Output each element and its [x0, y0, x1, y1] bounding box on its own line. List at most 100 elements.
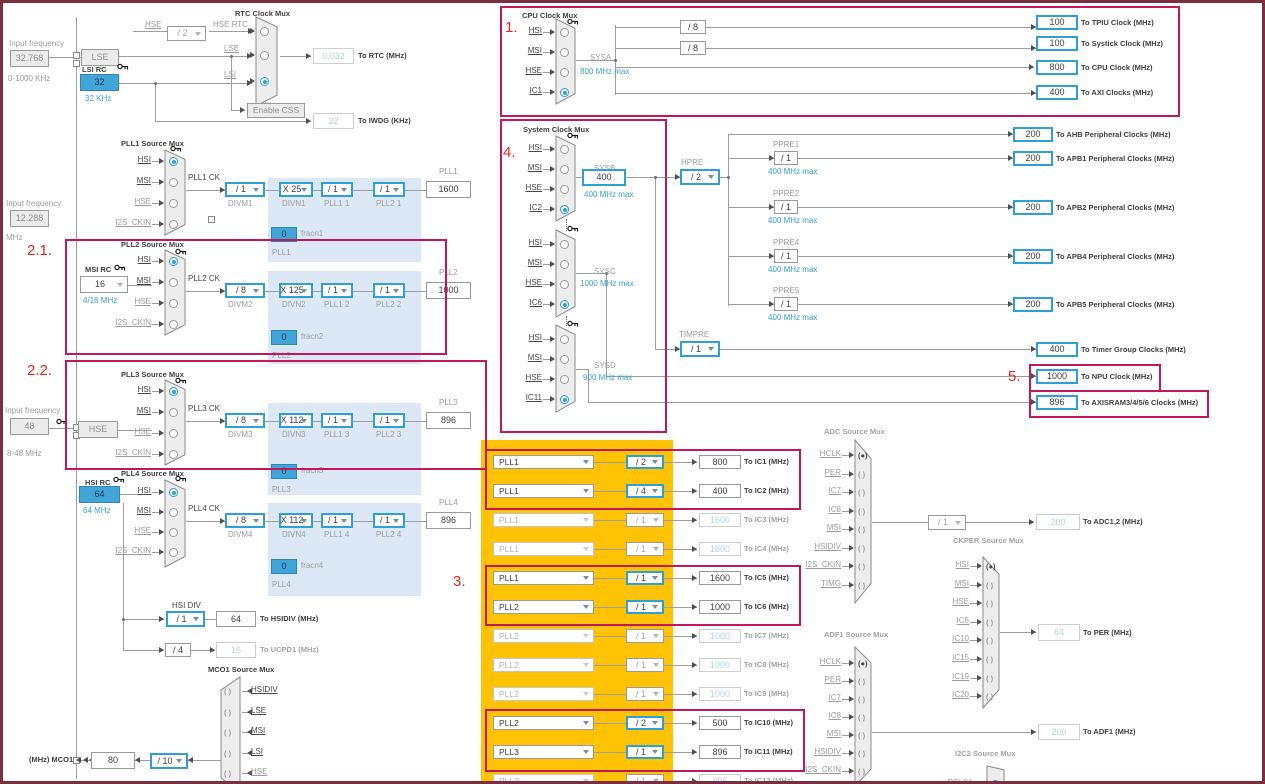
cpu-div8-box-2[interactable]: / 8 [680, 41, 706, 55]
ic1-divider-select[interactable]: / 2 [626, 455, 664, 469]
ic2-divider-select[interactable]: / 4 [626, 484, 664, 498]
pll2-fracn-input[interactable]: 0 [271, 330, 297, 345]
ckper-input-radio[interactable]: ( ) [986, 674, 994, 683]
lock-key-icon[interactable] [175, 474, 187, 483]
adc-input-radio[interactable]: ( ) [858, 488, 866, 497]
cpu-input-radio[interactable] [560, 28, 569, 37]
pll3-input-radio[interactable] [169, 429, 178, 438]
ckper-input-radio[interactable]: ( ) [986, 636, 994, 645]
ic2-source-select[interactable]: PLL1 [493, 484, 594, 498]
timpre-select[interactable]: / 1 [680, 341, 720, 357]
adf1-input-radio[interactable]: ( ) [858, 695, 866, 704]
sysb-input-radio[interactable] [560, 165, 569, 174]
lock-key-icon[interactable] [56, 417, 68, 426]
adc-input-radio[interactable]: ( ) [858, 544, 866, 553]
pll4-divm-select[interactable]: / 8 [225, 513, 265, 528]
adc-divider-select[interactable]: / 1 [928, 515, 966, 530]
pll2-input-radio[interactable] [169, 299, 178, 308]
lock-key-icon[interactable] [117, 62, 129, 71]
sysb-input-radio[interactable] [560, 205, 569, 214]
pll4-input-radio[interactable] [169, 528, 178, 537]
lock-key-icon[interactable] [113, 475, 125, 484]
pll1-p2-select[interactable]: / 1 [373, 182, 405, 197]
ckper-input-radio[interactable]: ( ) [986, 618, 994, 627]
adc-input-radio[interactable]: (●) [858, 451, 868, 460]
adf1-input-radio[interactable]: ( ) [858, 713, 866, 722]
mco1-input-radio[interactable]: ( ) [224, 687, 232, 696]
rtc-hse-divider-select[interactable]: / 2 [167, 26, 206, 41]
lock-key-icon[interactable] [567, 131, 579, 140]
pll4-p2-select[interactable]: / 1 [373, 513, 405, 528]
ppre-divider-box[interactable]: / 1 [774, 297, 798, 311]
ppre-divider-box[interactable]: / 1 [774, 151, 798, 165]
pll4-input-radio[interactable] [169, 488, 178, 497]
pll1-input-radio[interactable] [169, 199, 178, 208]
ic11-source-select[interactable]: PLL3 [493, 745, 594, 759]
ic3-divider-select[interactable]: / 1 [626, 513, 664, 527]
lock-key-icon[interactable] [175, 376, 187, 385]
pll2-p2-select[interactable]: / 1 [373, 283, 405, 298]
lock-key-icon[interactable] [170, 144, 182, 153]
ckper-input-radio[interactable]: ( ) [986, 581, 994, 590]
lock-key-icon[interactable] [567, 224, 579, 233]
cpu-div8-box-1[interactable]: / 8 [680, 20, 706, 34]
sysc-input-radio[interactable] [560, 240, 569, 249]
hpre-select[interactable]: / 2 [680, 169, 720, 185]
adf1-input-radio[interactable]: ( ) [858, 767, 866, 776]
adf1-input-radio[interactable]: (●) [858, 659, 868, 668]
ic11-divider-select[interactable]: / 1 [626, 745, 664, 759]
ppre-divider-box[interactable]: / 1 [774, 200, 798, 214]
adf1-input-radio[interactable]: ( ) [858, 749, 866, 758]
lock-key-icon[interactable] [567, 319, 579, 328]
sysd-input-radio[interactable] [560, 395, 569, 404]
lock-key-icon[interactable] [567, 17, 579, 26]
ckper-input-radio[interactable]: ( ) [986, 692, 994, 701]
ic4-divider-select[interactable]: / 1 [626, 542, 664, 556]
pll3-input-radio[interactable] [169, 408, 178, 417]
pll3-fracn-input[interactable]: 0 [271, 464, 297, 479]
pll4-input-radio[interactable] [169, 508, 178, 517]
hsi-div-select[interactable]: / 1 [166, 611, 205, 627]
adc-input-radio[interactable]: ( ) [858, 470, 866, 479]
lse-oscillator-box[interactable]: LSE [81, 49, 119, 66]
ic7-source-select[interactable]: PLL2 [493, 629, 594, 643]
pll3-divn-select[interactable]: X 112 [279, 413, 313, 428]
pll4-fracn-input[interactable]: 0 [271, 559, 297, 574]
i2c2-input-radio[interactable] [991, 780, 1000, 781]
ic8-divider-select[interactable]: / 1 [626, 658, 664, 672]
ic1-source-select[interactable]: PLL1 [493, 455, 594, 469]
pll2-input-radio[interactable] [169, 257, 178, 266]
pll1-divm-select[interactable]: / 1 [225, 182, 265, 197]
pll1-p1-select[interactable]: / 1 [321, 182, 353, 197]
ic5-source-select[interactable]: PLL1 [493, 571, 594, 585]
pll1-divn-select[interactable]: X 25 [279, 182, 313, 197]
enable-css-button[interactable]: Enable CSS [247, 103, 305, 118]
ic5-divider-select[interactable]: / 1 [626, 571, 664, 585]
ic9-source-select[interactable]: PLL2 [493, 687, 594, 701]
ckper-input-radio[interactable]: ( ) [986, 599, 994, 608]
pll1-input-radio[interactable] [169, 157, 178, 166]
i2s-input-frequency-value[interactable]: 12.288 [10, 210, 49, 227]
mco1-divider-select[interactable]: / 10 [150, 753, 188, 769]
sysc-input-radio[interactable] [560, 300, 569, 309]
ic6-source-select[interactable]: PLL2 [493, 600, 594, 614]
pll4-divn-select[interactable]: X 112 [279, 513, 313, 528]
pll2-input-radio[interactable] [169, 320, 178, 329]
pll1-fracn-input[interactable]: 0 [271, 227, 297, 242]
ic10-source-select[interactable]: PLL2 [493, 716, 594, 730]
adf1-input-radio[interactable]: ( ) [858, 677, 866, 686]
ic12-source-select[interactable]: PLL3 [493, 774, 594, 781]
pll2-input-radio[interactable] [169, 278, 178, 287]
mco1-input-radio[interactable]: ( ) [224, 708, 232, 717]
ic6-divider-select[interactable]: / 1 [626, 600, 664, 614]
ic9-divider-select[interactable]: / 1 [626, 687, 664, 701]
rtc-input-radio[interactable] [260, 77, 269, 86]
pll2-divn-select[interactable]: X 125 [279, 283, 313, 298]
adc-input-radio[interactable]: ( ) [858, 562, 866, 571]
ic4-source-select[interactable]: PLL1 [493, 542, 594, 556]
cpu-input-radio[interactable] [560, 68, 569, 77]
sysd-input-radio[interactable] [560, 355, 569, 364]
pll3-input-radio[interactable] [169, 387, 178, 396]
ic3-source-select[interactable]: PLL1 [493, 513, 594, 527]
pll1-input-radio[interactable] [169, 220, 178, 229]
